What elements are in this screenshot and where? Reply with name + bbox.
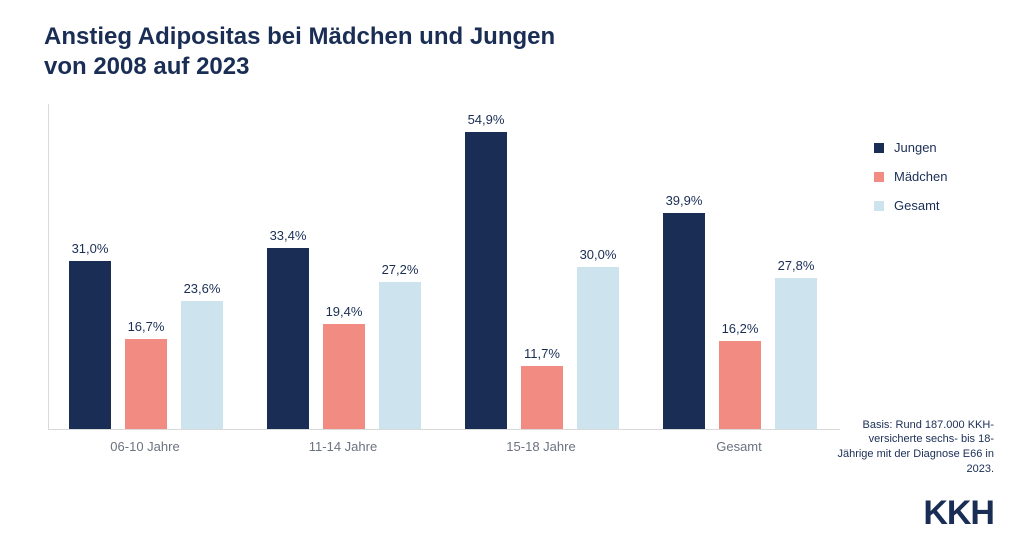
- x-axis-label: Gesamt: [662, 439, 816, 454]
- chart-title: Anstieg Adipositas bei Mädchen und Junge…: [44, 22, 994, 82]
- bar-value-label: 33,4%: [267, 228, 309, 243]
- bar-value-label: 27,8%: [775, 258, 817, 273]
- bar-value-label: 54,9%: [465, 112, 507, 127]
- bar-jungen: 54,9%: [465, 132, 507, 429]
- bar-gesamt: 27,2%: [379, 282, 421, 429]
- bar-value-label: 31,0%: [69, 241, 111, 256]
- bar-value-label: 16,2%: [719, 321, 761, 336]
- bar-value-label: 39,9%: [663, 193, 705, 208]
- legend-swatch-icon: [874, 172, 884, 182]
- chart-area: 31,0% 16,7% 23,6% 33,4% 19,4% 27,2% 54,9% 11,7%…: [48, 104, 840, 464]
- legend-item-jungen: Jungen: [874, 140, 994, 155]
- bar-gesamt: 27,8%: [775, 278, 817, 429]
- chart-title-line2: von 2008 auf 2023: [44, 53, 249, 80]
- bar-value-label: 11,7%: [521, 346, 563, 361]
- legend-label: Gesamt: [894, 198, 940, 213]
- kkh-logo: KKH: [923, 494, 994, 533]
- bar-value-label: 30,0%: [577, 247, 619, 262]
- bar-value-label: 27,2%: [379, 262, 421, 277]
- legend-label: Mädchen: [894, 169, 947, 184]
- chart-title-line1: Anstieg Adipositas bei Mädchen und Junge…: [44, 23, 555, 50]
- bar-value-label: 19,4%: [323, 304, 365, 319]
- page-root: Anstieg Adipositas bei Mädchen und Junge…: [0, 0, 1024, 547]
- bar-value-label: 23,6%: [181, 281, 223, 296]
- bar-gesamt: 30,0%: [577, 267, 619, 430]
- footnote: Basis: Rund 187.000 KKH-versicherte sech…: [834, 418, 994, 477]
- bar-maedchen: 16,2%: [719, 341, 761, 429]
- x-axis-label: 11-14 Jahre: [266, 439, 420, 454]
- legend-label: Jungen: [894, 140, 937, 155]
- legend-item-maedchen: Mädchen: [874, 169, 994, 184]
- bar-value-label: 16,7%: [125, 319, 167, 334]
- legend-item-gesamt: Gesamt: [874, 198, 994, 213]
- bar-jungen: 31,0%: [69, 261, 111, 429]
- bar-group: 54,9% 11,7% 30,0%: [465, 104, 619, 429]
- legend-swatch-icon: [874, 201, 884, 211]
- bar-group: 31,0% 16,7% 23,6%: [69, 104, 223, 429]
- bar-group: 33,4% 19,4% 27,2%: [267, 104, 421, 429]
- bar-jungen: 39,9%: [663, 213, 705, 429]
- bar-maedchen: 11,7%: [521, 366, 563, 429]
- bar-group: 39,9% 16,2% 27,8%: [663, 104, 817, 429]
- plot-area: 31,0% 16,7% 23,6% 33,4% 19,4% 27,2% 54,9% 11,7%…: [48, 104, 840, 430]
- legend: Jungen Mädchen Gesamt: [874, 140, 994, 227]
- bar-maedchen: 16,7%: [125, 339, 167, 429]
- x-axis-label: 06-10 Jahre: [68, 439, 222, 454]
- bar-jungen: 33,4%: [267, 248, 309, 429]
- x-axis-label: 15-18 Jahre: [464, 439, 618, 454]
- bar-gesamt: 23,6%: [181, 301, 223, 429]
- legend-swatch-icon: [874, 143, 884, 153]
- bar-maedchen: 19,4%: [323, 324, 365, 429]
